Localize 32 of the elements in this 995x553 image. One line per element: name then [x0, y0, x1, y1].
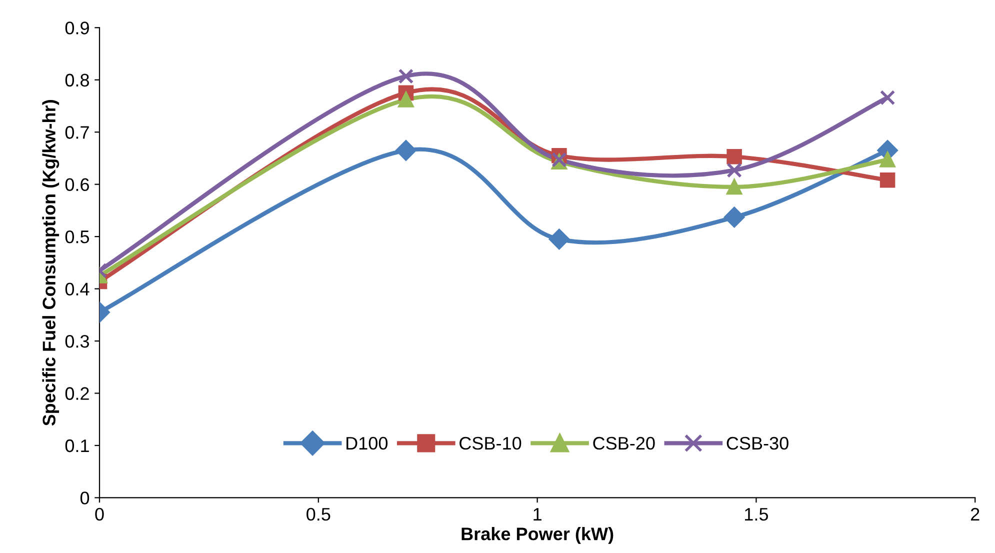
x-tick-label: 0.5: [306, 508, 330, 521]
y-tick-label: 0.7: [65, 126, 89, 139]
legend-label: CSB-10: [460, 436, 522, 450]
y-tick-label: 0.2: [65, 387, 89, 400]
x-tick-label: 1: [534, 508, 542, 521]
y-axis-title: Specific Fuel Consumption (Kg/kw-hr): [42, 100, 60, 426]
legend-label: CSB-20: [593, 436, 655, 450]
x-tick-label: 0: [95, 508, 104, 521]
x-tick-label: 2: [970, 508, 980, 521]
y-tick-label: 0.6: [65, 178, 89, 192]
point: [398, 68, 414, 84]
y-tick-label: 0.4: [65, 282, 90, 296]
y-tick-label: 0.9: [65, 22, 89, 34]
point: [548, 228, 570, 250]
point: [726, 179, 742, 195]
point: [726, 149, 742, 164]
point: [726, 162, 742, 178]
y-tick-label: 0.3: [65, 334, 89, 348]
legend-label: CSB-30: [726, 436, 788, 450]
point: [880, 172, 896, 188]
point: [724, 207, 745, 228]
y-tick-label: 0: [80, 492, 90, 504]
point: [396, 140, 416, 161]
x-axis-title: Brake Power (kW): [462, 527, 614, 544]
y-tick-label: 0.8: [65, 74, 89, 87]
y-tick-label: 0.5: [65, 230, 90, 244]
legend-label: D100: [346, 436, 388, 450]
point: [880, 152, 896, 168]
point: [398, 92, 414, 108]
y-tick-label: 0.1: [65, 439, 89, 452]
x-tick-label: 1.5: [745, 508, 768, 521]
point: [880, 90, 896, 106]
